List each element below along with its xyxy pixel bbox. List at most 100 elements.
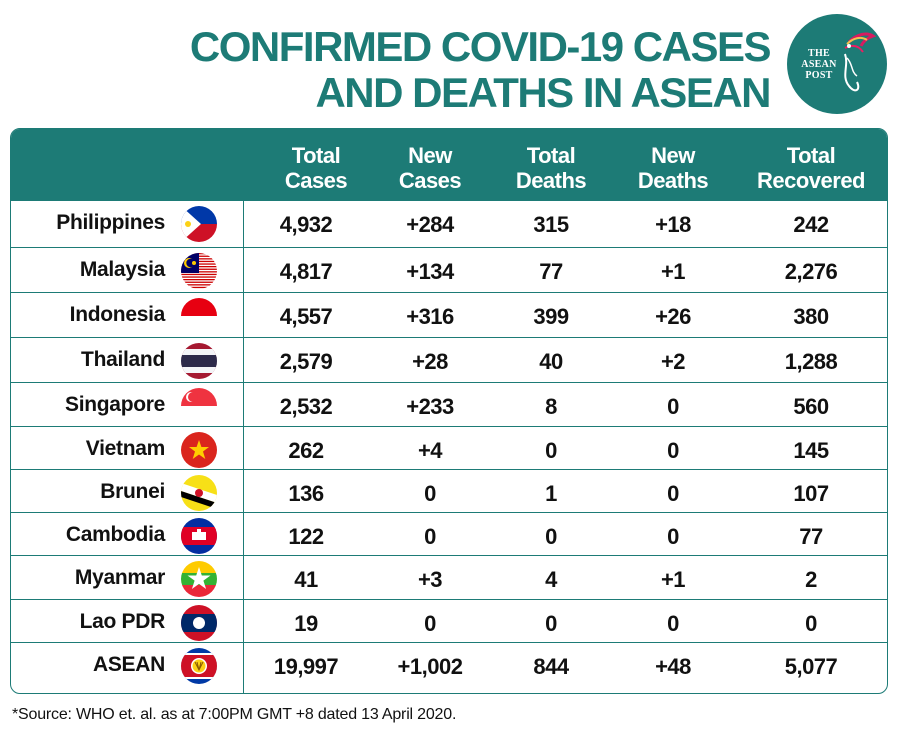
row-divider [11,512,887,513]
country-name: Myanmar [74,566,165,589]
row-divider [11,426,887,427]
total-cases-cell: 2,579 [279,349,333,374]
total-deaths-cell: 0 [545,611,557,636]
new-cases-cell: +1,002 [397,654,463,679]
table-row: Brunei 136 0 1 0 107 [11,470,887,513]
title-line-1: CONFIRMED COVID-19 CASES [189,23,772,70]
total-recovered-cell: 0 [805,611,817,636]
header-total-recovered: Total Recovered [756,143,866,193]
total-recovered-cell: 2 [805,567,817,592]
total-deaths-cell: 8 [545,394,557,419]
country-name: ASEAN [92,653,165,676]
page-title: CONFIRMED COVID-19 CASES AND DEATHS IN A… [189,23,772,116]
country-name: Philippines [56,211,165,234]
row-divider [11,382,887,383]
table-row: Thailand 2,579 +28 40 +2 1,288 [11,338,887,383]
new-cases-cell: 0 [424,611,436,636]
new-deaths-cell: +26 [655,304,691,329]
column-divider [243,201,244,693]
new-deaths-cell: 0 [667,481,679,506]
phoenix-logo-icon [844,32,877,92]
new-cases-cell: +3 [417,567,443,592]
new-cases-cell: +316 [406,304,454,329]
header-new-deaths: New Deaths [637,143,709,193]
malaysia-flag-icon [181,253,217,289]
total-cases-cell: 122 [288,524,324,549]
table-row: Lao PDR 19 0 0 0 0 [11,600,887,643]
the-asean-post-logo: THE ASEAN POST [787,14,887,114]
total-recovered-cell: 77 [799,524,823,549]
total-deaths-cell: 0 [545,524,557,549]
indonesia-flag-icon [181,298,217,334]
country-name: Thailand [81,348,165,371]
new-cases-cell: +233 [406,394,454,419]
table-row: Cambodia 122 0 0 0 77 [11,513,887,556]
new-cases-cell: +4 [417,438,443,463]
row-divider [11,337,887,338]
philippines-flag-icon [181,206,217,242]
new-deaths-cell: +48 [655,654,691,679]
total-cases-cell: 2,532 [279,394,333,419]
total-deaths-cell: 4 [545,567,557,592]
brunei-flag-icon [181,475,217,511]
total-recovered-cell: 242 [793,212,829,237]
total-recovered-cell: 2,276 [784,259,838,284]
table-header: Total Cases New Cases Total Deaths New Death… [11,129,887,201]
country-name: Singapore [65,393,165,416]
table-row: ASEAN 19,997 +1,002 844 +48 5,077 [11,643,887,693]
total-deaths-cell: 399 [533,304,569,329]
country-name: Malaysia [79,258,165,281]
row-divider [11,469,887,470]
total-cases-cell: 4,932 [279,212,333,237]
total-deaths-cell: 1 [545,481,557,506]
new-cases-cell: +134 [406,259,454,284]
table-row: Singapore 2,532 +233 8 0 560 [11,383,887,427]
total-cases-cell: 19 [294,611,318,636]
row-divider [11,555,887,556]
total-cases-cell: 4,817 [279,259,333,284]
total-cases-cell: 19,997 [273,654,339,679]
total-deaths-cell: 844 [533,654,569,679]
new-deaths-cell: 0 [667,611,679,636]
table-row: Malaysia 4,817 +134 77 +1 2,276 [11,248,887,293]
vietnam-flag-icon [181,432,217,468]
total-deaths-cell: 315 [533,212,569,237]
total-cases-cell: 41 [294,567,318,592]
total-cases-cell: 4,557 [279,304,333,329]
row-divider [11,247,887,248]
header-new-cases: New Cases [398,143,462,193]
total-deaths-cell: 77 [539,259,563,284]
country-name: Vietnam [85,437,166,460]
logo-wordmark: THE ASEAN POST [801,48,837,81]
total-recovered-cell: 5,077 [784,654,838,679]
row-divider [11,599,887,600]
total-recovered-cell: 560 [793,394,829,419]
row-divider [11,642,887,643]
country-name: Brunei [100,480,165,503]
new-cases-cell: 0 [424,481,436,506]
total-cases-cell: 262 [288,438,324,463]
table-row: Myanmar 41 +3 4 +1 2 [11,556,887,600]
country-name: Indonesia [69,303,166,326]
new-cases-cell: +284 [406,212,454,237]
new-cases-cell: +28 [412,349,448,374]
total-deaths-cell: 40 [539,349,563,374]
total-deaths-cell: 0 [545,438,557,463]
asean-flag-icon [181,648,217,684]
table-row: Vietnam 262 +4 0 0 145 [11,427,887,470]
cambodia-flag-icon [181,518,217,554]
new-deaths-cell: +1 [660,567,686,592]
new-deaths-cell: 0 [667,394,679,419]
singapore-flag-icon [181,388,217,424]
total-recovered-cell: 1,288 [784,349,838,374]
laos-flag-icon [181,605,217,641]
new-deaths-cell: 0 [667,438,679,463]
total-cases-cell: 136 [288,481,324,506]
covid-table: Total Cases New Cases Total Deaths New Death… [10,128,888,694]
table-row: Philippines 4,932 +284 315 +18 242 [11,201,887,248]
total-recovered-cell: 107 [793,481,829,506]
myanmar-flag-icon [181,561,217,597]
table-row: Indonesia 4,557 +316 399 +26 380 [11,293,887,338]
total-recovered-cell: 380 [793,304,829,329]
country-name: Lao PDR [79,610,166,633]
